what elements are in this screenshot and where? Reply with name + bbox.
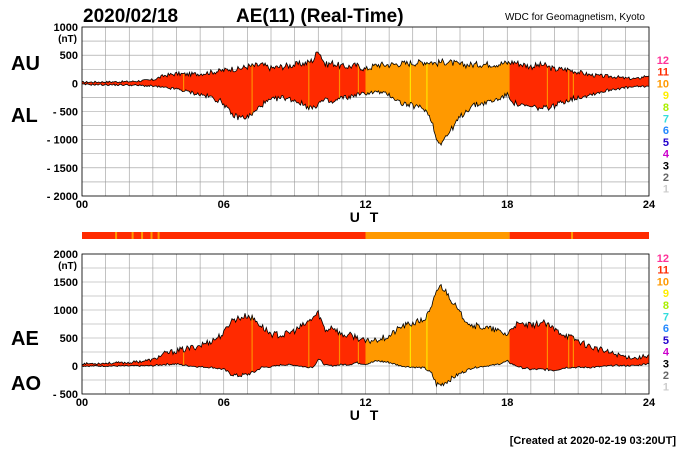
x-tick-label: 12 (359, 397, 371, 409)
y-tick-label: - 1000 (47, 135, 78, 147)
station-bar-streak (150, 232, 153, 239)
legend-entry: 2 (663, 172, 669, 184)
station-bar-streak (131, 232, 134, 239)
legend-entry: 2 (663, 370, 669, 382)
series-line-au (81, 51, 650, 84)
station-bar-streak (115, 232, 118, 239)
legend-entry: 7 (663, 312, 669, 324)
data-fill-segment-0 (82, 310, 367, 377)
y-tick-label: 2000 (54, 249, 78, 261)
legend-entry: 9 (663, 288, 669, 300)
station-bar-streak (141, 232, 144, 239)
x-axis-label: U T (350, 407, 382, 423)
legend-entry: 1 (663, 184, 669, 196)
legend-entry: 1 (663, 382, 669, 394)
legend-entry: 6 (663, 125, 669, 137)
x-tick-label: 12 (359, 199, 371, 211)
x-tick-label: 06 (218, 199, 230, 211)
y-axis-unit: (nT) (58, 261, 77, 272)
legend-entry: 8 (663, 102, 669, 114)
legend-entry: 5 (663, 137, 669, 149)
date-label: 2020/02/18 (83, 6, 178, 27)
legend-entry: 4 (663, 149, 670, 161)
legend-entry: 11 (657, 67, 669, 79)
legend-entry: 10 (657, 276, 669, 288)
x-tick-label: 24 (643, 199, 656, 211)
y-tick-label: - 500 (53, 107, 78, 119)
series-line-ao (81, 358, 650, 388)
series-label-ao: AO (11, 373, 41, 395)
station-bar-segment-2 (509, 232, 649, 239)
x-tick-label: 18 (501, 199, 513, 211)
station-bar-segment-1 (365, 232, 510, 239)
series-line-al (81, 83, 650, 147)
y-tick-label: 1500 (54, 277, 78, 289)
y-tick-label: - 500 (53, 389, 78, 401)
legend-entry: 7 (663, 114, 669, 126)
x-tick-label: 00 (76, 199, 88, 211)
x-tick-label: 06 (218, 397, 230, 409)
series-label-al: AL (11, 105, 38, 127)
legend-entry: 11 (657, 265, 669, 277)
series-label-ae: AE (11, 328, 39, 350)
x-tick-label: 24 (643, 397, 656, 409)
y-tick-label: - 1500 (47, 163, 78, 175)
legend-entry: 12 (657, 253, 669, 265)
legend-entry: 12 (657, 55, 669, 67)
y-tick-label: 500 (60, 50, 78, 62)
x-tick-label: 18 (501, 397, 513, 409)
legend-entry: 6 (663, 323, 669, 335)
plot-frame (81, 26, 650, 197)
y-tick-label: 1000 (54, 22, 78, 34)
y-tick-label: 0 (72, 361, 78, 373)
legend-entry: 5 (663, 335, 669, 347)
series-line-ae (81, 283, 650, 366)
legend-entry: 4 (663, 347, 670, 359)
legend-entry: 3 (663, 160, 669, 172)
y-tick-label: 500 (60, 333, 78, 345)
data-fill-segment-1 (365, 58, 511, 146)
station-bar-streak (571, 232, 574, 239)
au-al-panel: 1000 500 0 - 500 - 1000 - 1500 - 2000 (nT) 00 06 1… (11, 22, 656, 225)
created-timestamp: [Created at 2020-02-19 03:20UT] (510, 435, 677, 447)
institution-label: WDC for Geomagnetism, Kyoto (505, 12, 645, 23)
legend-entry: 3 (663, 358, 669, 370)
station-count-bar (82, 232, 649, 239)
chart-title: AE(11) (Real-Time) (236, 6, 404, 27)
station-bar-streak (157, 232, 160, 239)
legend-entry: 8 (663, 300, 669, 312)
data-fill-segment-2 (509, 319, 649, 371)
series-label-au: AU (11, 53, 40, 75)
y-tick-label: - 2000 (47, 191, 78, 203)
data-fill-segment-0 (82, 51, 367, 120)
x-axis-label: U T (350, 209, 382, 225)
legend-entry: 9 (663, 90, 669, 102)
data-fill-segment-1 (365, 284, 511, 387)
y-axis-unit: (nT) (58, 34, 77, 45)
station-bar-segment-0 (82, 232, 366, 239)
legend-entry: 10 (657, 78, 669, 90)
x-tick-label: 00 (76, 397, 88, 409)
plot-frame (81, 253, 650, 395)
y-tick-label: 1000 (54, 305, 78, 317)
y-tick-label: 0 (72, 78, 78, 90)
data-fill-segment-2 (509, 60, 649, 111)
ae-ao-panel: 2000 1500 1000 500 0 - 500 (nT) 00 06 12 18 24 U T AE… (11, 249, 656, 423)
